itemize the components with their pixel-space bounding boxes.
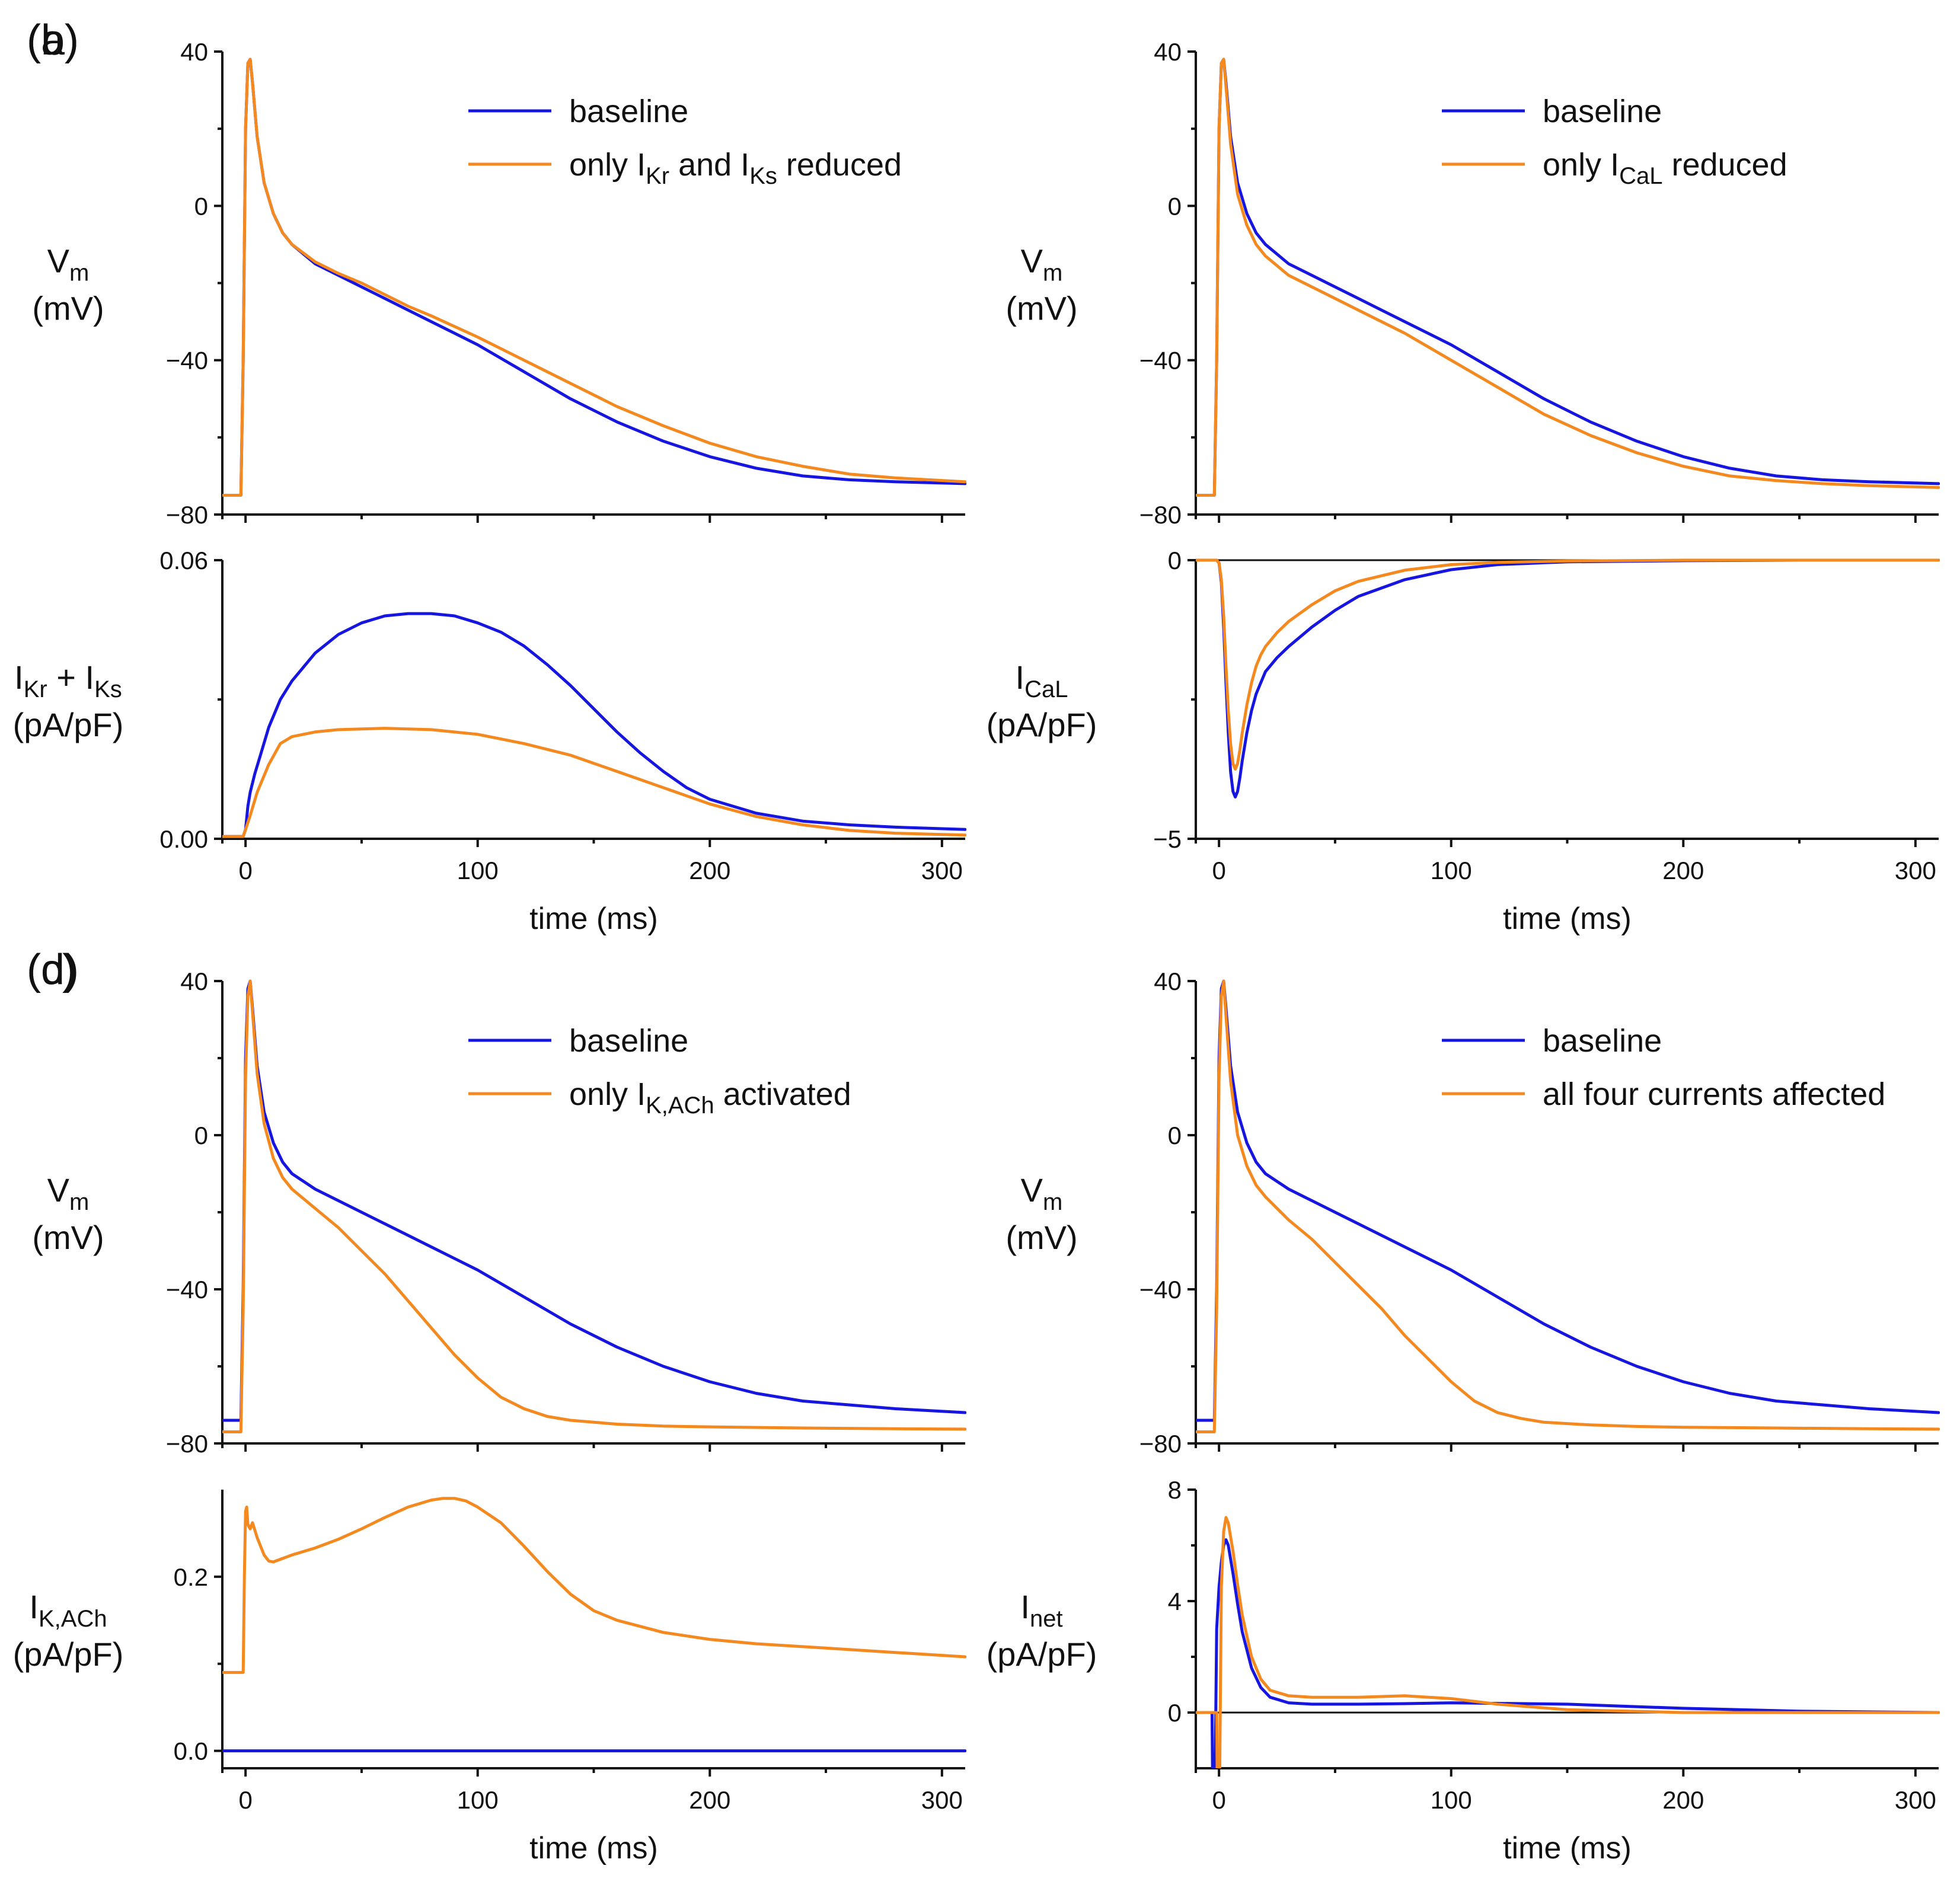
y-tick-label: 0 [194, 1122, 208, 1149]
x-tick-label: 200 [1662, 857, 1704, 884]
y-axis-label: Inet [1020, 1588, 1062, 1632]
series-line-baseline [1196, 1538, 1940, 1768]
series-line-modified [1196, 57, 1940, 497]
y-axis-unit: (mV) [1005, 1219, 1077, 1256]
legend-label-baseline: baseline [569, 94, 688, 129]
series-line-modified [1196, 979, 1940, 1433]
chart-b-bottom: 0 −5 0 100 200 300 time (ms) ICaL (pA/pF) [987, 547, 1940, 936]
y-tick-label: 0 [1168, 192, 1182, 220]
y-tick-label: 0.00 [159, 825, 208, 853]
x-tick-label: 0 [1212, 1786, 1225, 1814]
panel-label: (d) [27, 946, 79, 993]
x-tick-label: 300 [1895, 1786, 1936, 1814]
y-tick-label: 40 [180, 38, 208, 66]
y-axis-unit: (pA/pF) [13, 706, 124, 743]
y-tick-label: 40 [1154, 967, 1182, 995]
panel-label: (a) [27, 17, 79, 64]
y-tick-label: −40 [1139, 1276, 1182, 1304]
legend-label-modified: only IK,ACh activated [569, 1076, 851, 1119]
y-tick-label: 0 [1168, 1699, 1182, 1727]
x-tick-label: 200 [1662, 1786, 1704, 1814]
y-tick-label: 0 [194, 192, 208, 220]
x-tick-label: 200 [689, 857, 730, 884]
x-tick-label: 0 [238, 857, 252, 884]
legend-label-modified: only IKr and IKs reduced [569, 147, 902, 189]
y-tick-label: 40 [180, 967, 208, 995]
y-tick-label: 40 [1154, 38, 1182, 66]
chart-d-bottom: 8 4 0 0 100 200 300 time (ms) Inet(pA/pF) [987, 1476, 1940, 1865]
panel-label: (c) [27, 946, 76, 993]
x-axis-label: time (ms) [529, 1831, 658, 1865]
y-axis-label: Vm [47, 242, 90, 286]
legend-label-baseline: baseline [1543, 94, 1662, 129]
y-tick-label: 4 [1168, 1587, 1182, 1615]
chart-b-top: (b) 40 0 −40 −80 Vm (mV) baseline only ICaL redu… [27, 17, 1940, 529]
y-tick-label: −40 [1139, 347, 1182, 375]
y-axis-unit: (pA/pF) [13, 1635, 124, 1673]
x-axis-label: time (ms) [529, 902, 658, 936]
x-axis-label: time (ms) [1503, 902, 1632, 936]
x-tick-label: 300 [921, 1786, 963, 1814]
y-axis-label: Vm [47, 1171, 90, 1215]
y-axis-unit: (pA/pF) [987, 1635, 1097, 1673]
series-line-modified [222, 727, 966, 838]
x-tick-label: 0 [238, 1786, 252, 1814]
x-tick-label: 300 [921, 857, 963, 884]
y-tick-label: 0 [1168, 1122, 1182, 1149]
y-tick-label: −80 [1139, 501, 1182, 529]
y-tick-label: −80 [166, 501, 208, 529]
x-tick-label: 100 [457, 1786, 499, 1814]
y-tick-label: 0.06 [159, 547, 208, 574]
legend-label-modified: only ICaL reduced [1543, 147, 1787, 189]
series-line-baseline [1196, 558, 1940, 798]
y-tick-label: −40 [166, 347, 208, 375]
chart-d-top: (d) 40 0 −40 −80 Vm (mV) baseline all four curre… [27, 946, 1940, 1458]
series-line-modified [222, 1497, 966, 1674]
x-tick-label: 0 [1212, 857, 1225, 884]
x-tick-label: 200 [689, 1786, 730, 1814]
y-tick-label: −80 [1139, 1430, 1182, 1458]
series-line-baseline [222, 612, 966, 838]
y-axis-label: Vm [1021, 1171, 1063, 1215]
y-axis-unit: (mV) [32, 290, 104, 327]
x-axis-label: time (ms) [1503, 1831, 1632, 1865]
y-axis-label: ICaL [1016, 659, 1068, 702]
y-tick-label: −40 [166, 1276, 208, 1304]
chart-c-bottom: 0.2 0.0 0 100 200 300 time (ms) IK,ACh(pA/pF) [13, 1490, 966, 1865]
x-tick-label: 100 [1431, 857, 1472, 884]
chart-a-top: (a) 40 0 −40 −80 Vm (mV) baseline only IKr and I… [27, 17, 966, 529]
series-line-modified [1196, 558, 1940, 771]
y-tick-label: 0.0 [174, 1737, 208, 1765]
legend-label-modified: all four currents affected [1543, 1076, 1885, 1112]
series-line-modified [222, 979, 966, 1433]
y-axis-label: Vm [1021, 242, 1063, 286]
chart-c-top: (c) 40 0 −40 −80 Vm (mV) baseline only IK,ACh ac… [27, 946, 966, 1458]
series-line-modified [1196, 1516, 1940, 1768]
chart-a-bottom: 0.06 0.00 0 100 200 300 time (ms) IKr + IKs (pA/… [13, 547, 966, 936]
legend-label-baseline: baseline [569, 1023, 688, 1059]
y-tick-label: 0 [1168, 547, 1182, 574]
y-axis-unit: (pA/pF) [987, 706, 1097, 743]
y-axis-unit: (mV) [1005, 290, 1077, 327]
y-axis-label: IKr + IKs [14, 659, 122, 702]
x-tick-label: 300 [1895, 857, 1936, 884]
x-tick-label: 100 [1431, 1786, 1472, 1814]
y-tick-label: −80 [166, 1430, 208, 1458]
y-axis-unit: (mV) [32, 1219, 104, 1256]
y-tick-label: 8 [1168, 1476, 1182, 1504]
y-tick-label: 0.2 [174, 1563, 208, 1591]
y-axis-label: IK,ACh [29, 1588, 107, 1632]
panel-label: (b) [27, 17, 79, 64]
x-tick-label: 100 [457, 857, 499, 884]
legend-label-baseline: baseline [1543, 1023, 1662, 1059]
series-line-modified [222, 57, 966, 497]
y-tick-label: −5 [1153, 825, 1182, 853]
